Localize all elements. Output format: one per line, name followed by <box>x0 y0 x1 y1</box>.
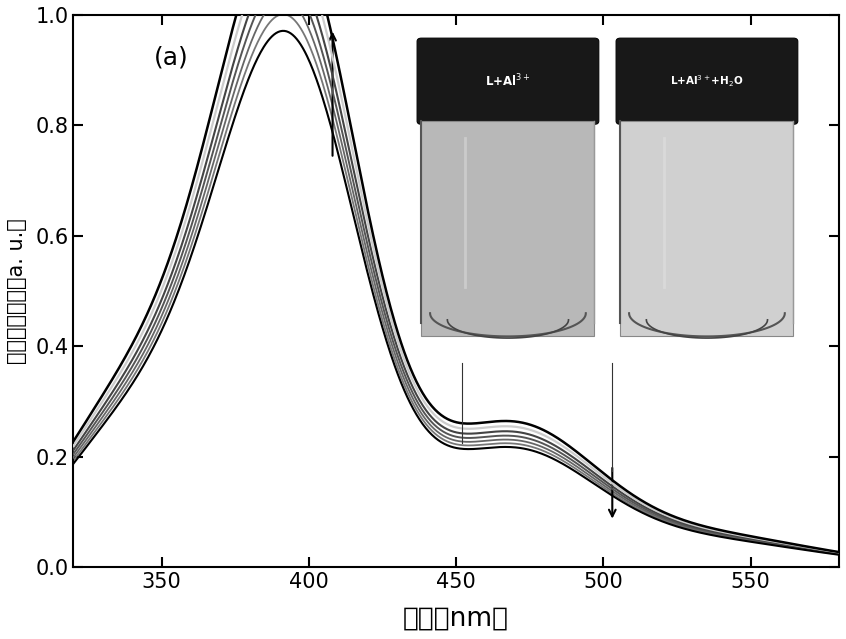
Y-axis label: 紫外吸收强度（a. u.）: 紫外吸收强度（a. u.） <box>7 219 27 364</box>
Text: (a): (a) <box>154 45 189 69</box>
X-axis label: 波长（nm）: 波长（nm） <box>404 606 509 632</box>
